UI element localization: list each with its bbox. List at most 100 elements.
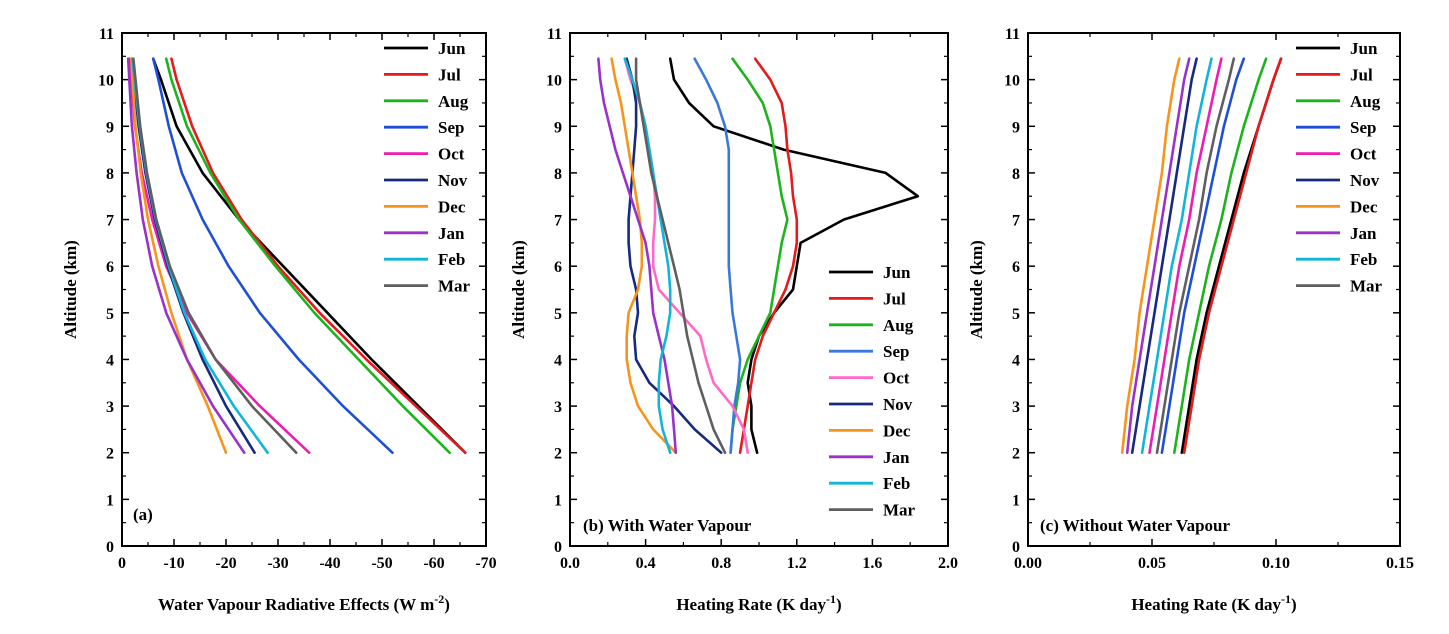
y-tick-label: 3 (554, 399, 562, 416)
series-line-aug (1173, 57, 1268, 455)
legend-label-jan: Jan (883, 448, 910, 467)
y-tick-label: 10 (98, 73, 114, 90)
legend-label-oct: Oct (883, 369, 910, 388)
series-line-jan (597, 57, 678, 455)
y-tick-label: 3 (106, 399, 114, 416)
y-tick-label: 1 (554, 492, 562, 509)
legend: Jun Jul Aug Sep Oct Nov Dec Jan Feb Mar (384, 39, 471, 296)
y-tick-label: 10 (1004, 73, 1020, 90)
legend-label-aug: Aug (438, 92, 469, 111)
y-tick-label: 11 (99, 26, 114, 43)
y-tick-label: 6 (106, 259, 114, 276)
y-tick-label: 2 (1012, 446, 1020, 463)
series-line-jul (738, 57, 799, 455)
chart-panel-3: 0.00 0.05 0.10 0.15 0 1 2 3 4 5 6 7 8 9 10 11 Heating Ra… (967, 26, 1414, 614)
x-tick-label: -60 (423, 555, 444, 572)
legend-label-jul: Jul (883, 289, 906, 308)
legend-label-jan: Jan (1350, 224, 1377, 243)
chart-panel-1: 0 -10 -20 -30 -40 -50 -60 -70 0 1 2 3 4 5 6 7 8 9 10 11 Wate… (61, 26, 497, 614)
y-tick-label: 1 (106, 492, 114, 509)
x-tick-label: -70 (475, 555, 496, 572)
legend-label-oct: Oct (438, 145, 465, 164)
legend-label-dec: Dec (1350, 197, 1378, 216)
y-tick-label: 6 (1012, 259, 1020, 276)
y-tick-label: 0 (106, 539, 114, 556)
y-tick-label: 2 (106, 446, 114, 463)
legend-label-dec: Dec (883, 421, 911, 440)
series-line-jul (170, 57, 467, 455)
legend-label-aug: Aug (1350, 92, 1381, 111)
series-line-sep (1160, 57, 1246, 455)
legend-label-sep: Sep (883, 342, 909, 361)
y-tick-label: 9 (554, 119, 562, 136)
y-tick-label: 2 (554, 446, 562, 463)
x-tick-label: -30 (267, 555, 288, 572)
y-tick-label: 5 (106, 306, 114, 323)
x-tick-label: -50 (371, 555, 392, 572)
chart-panel-2: 0.0 0.4 0.8 1.2 1.6 2.0 0 1 2 3 4 5 6 7 8 9 10 11 Heating … (509, 26, 958, 614)
series-line-jun (151, 57, 467, 455)
legend-label-jun: Jun (438, 39, 466, 58)
series-line-dec (610, 57, 678, 455)
panel-label: (b) With Water Vapour (583, 516, 752, 535)
x-tick-label: 0.4 (636, 555, 656, 572)
legend-label-mar: Mar (1350, 277, 1383, 296)
series-line-sep (151, 57, 394, 455)
y-tick-label: 11 (1005, 26, 1020, 43)
x-axis-title: Heating Rate (K day-1) (1131, 592, 1296, 614)
y-tick-label: 0 (1012, 539, 1020, 556)
y-tick-label: 5 (554, 306, 562, 323)
legend-label-sep: Sep (1350, 118, 1376, 137)
y-tick-label: 7 (106, 213, 114, 230)
series-line-jan (1125, 57, 1191, 455)
x-tick-label: -40 (319, 555, 340, 572)
legend-label-jun: Jun (883, 263, 911, 282)
series-line-dec (1120, 57, 1181, 455)
x-tick-label: 2.0 (938, 555, 958, 572)
legend-label-jul: Jul (1350, 65, 1373, 84)
x-tick-label: -20 (215, 555, 236, 572)
x-tick-label: 0.05 (1138, 555, 1166, 572)
x-tick-label: 0.15 (1386, 555, 1414, 572)
series-line-aug (164, 57, 451, 455)
x-tick-label: 1.2 (787, 555, 807, 572)
series-line-jun (668, 57, 920, 455)
series-line-sep (693, 57, 742, 455)
series-line-feb (623, 57, 672, 455)
legend: Jun Jul Aug Sep Oct Nov Dec Jan Feb Mar (829, 263, 916, 520)
x-tick-label: 0 (118, 555, 126, 572)
y-axis-title: Altitude (km) (509, 240, 528, 339)
legend-label-mar: Mar (438, 277, 471, 296)
series-line-jul (1182, 57, 1283, 455)
legend-label-feb: Feb (438, 250, 465, 269)
legend-label-nov: Nov (883, 395, 913, 414)
y-tick-label: 9 (1012, 119, 1020, 136)
series-line-mar (132, 57, 298, 455)
y-axis-title: Altitude (km) (61, 240, 80, 339)
x-tick-label: 1.6 (862, 555, 882, 572)
legend-label-nov: Nov (438, 171, 468, 190)
legend: Jun Jul Aug Sep Oct Nov Dec Jan Feb Mar (1296, 39, 1383, 296)
series-line-nov (625, 57, 723, 455)
series-line-feb (1140, 57, 1213, 455)
y-tick-label: 11 (547, 26, 562, 43)
legend-label-sep: Sep (438, 118, 464, 137)
legend-label-feb: Feb (1350, 250, 1377, 269)
y-tick-label: 9 (106, 119, 114, 136)
y-tick-label: 5 (1012, 306, 1020, 323)
y-tick-label: 0 (554, 539, 562, 556)
y-tick-label: 4 (106, 352, 114, 369)
legend-label-oct: Oct (1350, 145, 1377, 164)
y-tick-label: 4 (1012, 352, 1020, 369)
y-tick-label: 7 (1012, 213, 1020, 230)
series-line-nov (1130, 57, 1198, 455)
x-tick-label: 0.0 (560, 555, 580, 572)
x-axis-title: Heating Rate (K day-1) (676, 592, 841, 614)
legend-label-jan: Jan (438, 224, 465, 243)
x-axis-title: Water Vapour Radiative Effects (W m-2) (158, 592, 450, 614)
legend-label-dec: Dec (438, 197, 466, 216)
series-line-jan (126, 57, 246, 455)
legend-label-feb: Feb (883, 474, 910, 493)
y-tick-label: 10 (546, 73, 562, 90)
